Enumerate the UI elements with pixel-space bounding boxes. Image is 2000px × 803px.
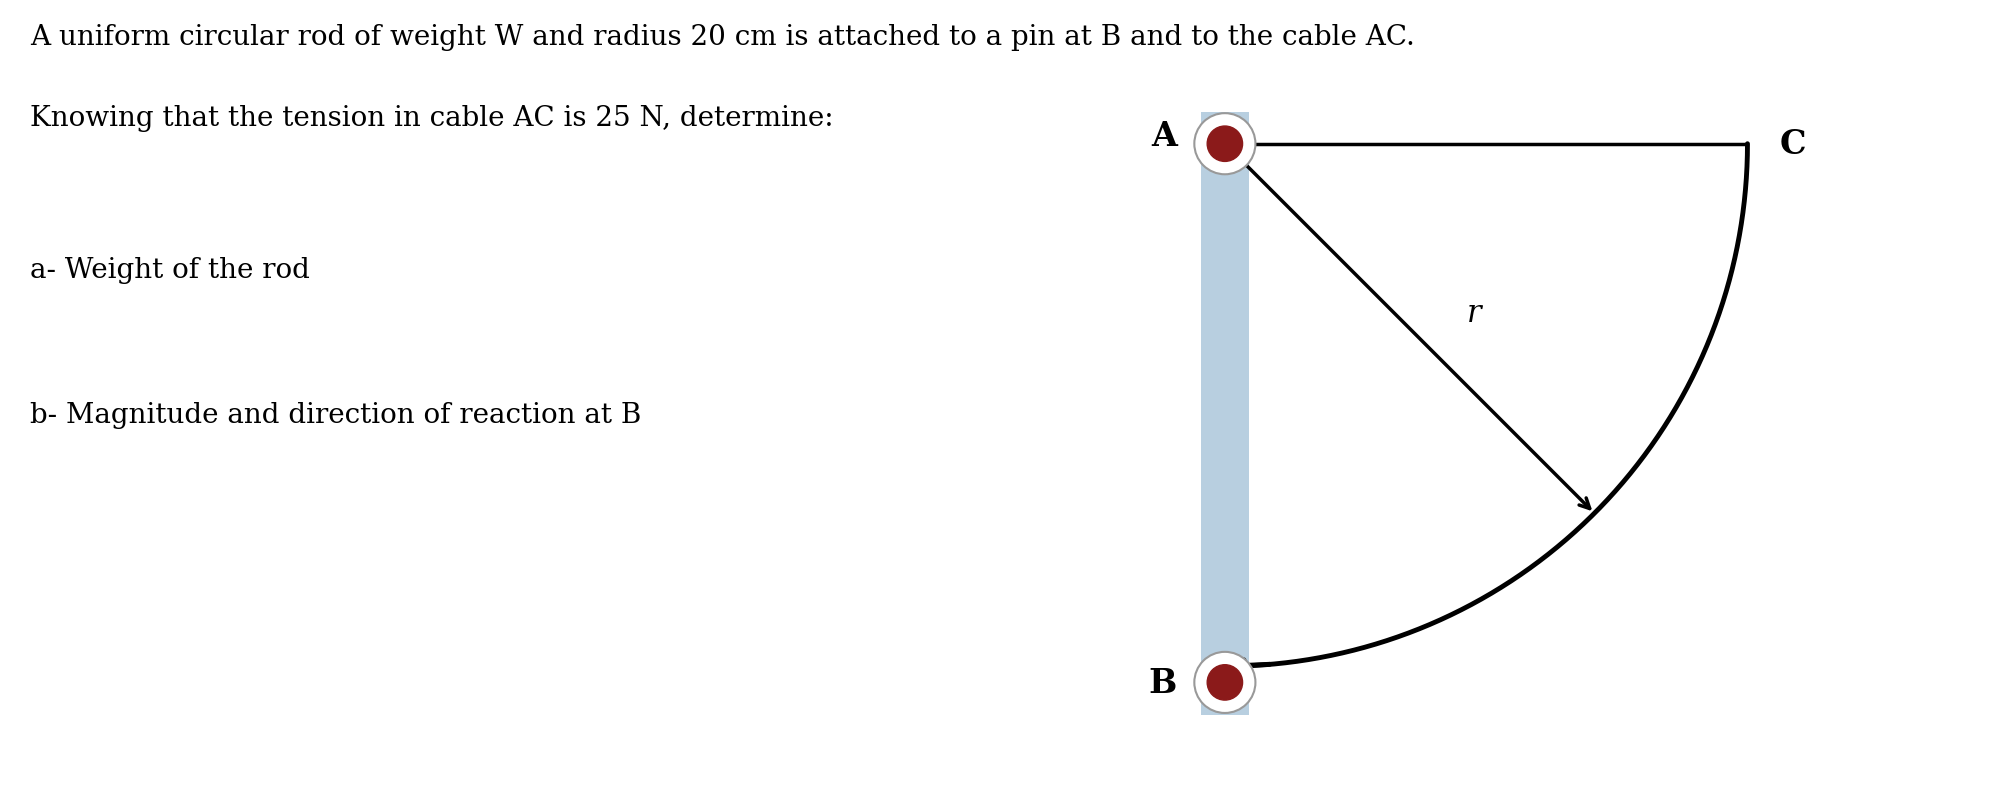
Text: a- Weight of the rod: a- Weight of the rod [30, 257, 310, 284]
Circle shape [1194, 114, 1256, 175]
Text: C: C [1780, 128, 1806, 161]
Text: A: A [1150, 120, 1176, 153]
Circle shape [1208, 665, 1242, 700]
Circle shape [1208, 127, 1242, 162]
Text: Knowing that the tension in cable AC is 25 N, determine:: Knowing that the tension in cable AC is … [30, 104, 834, 132]
Text: r: r [1466, 298, 1482, 328]
Text: A uniform circular rod of weight W and radius 20 cm is attached to a pin at B an: A uniform circular rod of weight W and r… [30, 24, 1414, 51]
Text: b- Magnitude and direction of reaction at B: b- Magnitude and direction of reaction a… [30, 402, 642, 429]
Bar [1200, 112, 1248, 715]
Text: B: B [1148, 666, 1176, 699]
Circle shape [1194, 652, 1256, 713]
